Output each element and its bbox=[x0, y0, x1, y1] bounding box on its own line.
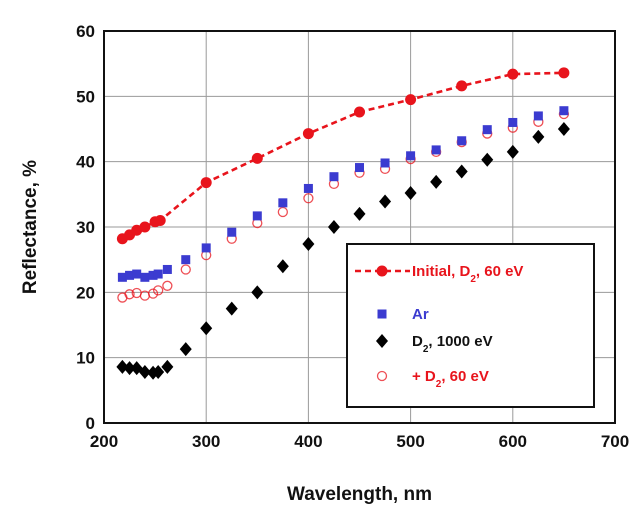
data-point-d2_1000 bbox=[251, 285, 264, 300]
data-point-d2_60 bbox=[162, 280, 173, 291]
data-point-ar bbox=[380, 158, 390, 168]
data-point-initial bbox=[154, 214, 166, 226]
data-point-initial bbox=[200, 177, 212, 189]
y-tick-label: 50 bbox=[76, 87, 95, 106]
legend-label: D2, 1000 eV bbox=[412, 333, 493, 355]
data-point-initial bbox=[405, 94, 417, 106]
y-tick-label: 30 bbox=[76, 218, 95, 237]
data-point-ar bbox=[201, 243, 211, 253]
data-point-ar bbox=[457, 136, 467, 146]
y-tick-label: 60 bbox=[76, 22, 95, 41]
series-initial bbox=[116, 67, 570, 245]
data-point-d2_60 bbox=[124, 289, 135, 300]
series-ar bbox=[117, 106, 569, 282]
plot-frame bbox=[103, 30, 616, 424]
data-point-d2_1000 bbox=[179, 342, 192, 357]
data-point-d2_60 bbox=[147, 288, 159, 299]
legend-box bbox=[346, 243, 595, 408]
y-tick-label: 10 bbox=[76, 349, 95, 368]
data-point-ar bbox=[533, 111, 543, 121]
data-point-ar bbox=[125, 270, 135, 280]
data-point-ar bbox=[140, 272, 150, 282]
data-point-d2_60 bbox=[153, 285, 164, 296]
x-tick-label: 400 bbox=[294, 432, 322, 451]
tick-labels: 200 300 400 500 600 700 0 10 20 30 40 50 60 bbox=[76, 22, 629, 451]
data-point-ar bbox=[252, 211, 262, 221]
data-point-ar bbox=[508, 117, 518, 127]
x-tick-label: 500 bbox=[396, 432, 424, 451]
data-point-initial bbox=[302, 128, 314, 140]
data-point-d2_1000 bbox=[225, 301, 238, 316]
data-point-d2_1000 bbox=[455, 164, 468, 179]
data-point-d2_1000 bbox=[379, 194, 392, 209]
data-point-d2_1000 bbox=[557, 122, 570, 136]
x-tick-label: 700 bbox=[601, 432, 629, 451]
y-axis-label: Reflectance, % bbox=[20, 160, 41, 294]
data-point-d2_1000 bbox=[353, 206, 366, 221]
legend-marker bbox=[376, 334, 388, 348]
data-point-d2_1000 bbox=[532, 129, 545, 144]
data-point-ar bbox=[559, 106, 569, 116]
series-layer bbox=[116, 67, 570, 380]
data-point-initial bbox=[507, 68, 519, 80]
data-point-d2_1000 bbox=[138, 365, 151, 380]
series-d2_1000 bbox=[116, 122, 570, 380]
series-line-initial bbox=[121, 71, 564, 240]
x-tick-label: 300 bbox=[192, 432, 220, 451]
data-point-initial bbox=[139, 221, 151, 233]
data-point-d2_1000 bbox=[481, 152, 494, 167]
legend-item-initial: Initial, D2, 60 eV bbox=[355, 263, 523, 285]
legend-item-d2_1000: D2, 1000 eV bbox=[376, 333, 493, 355]
data-point-ar bbox=[329, 172, 339, 182]
data-point-d2_1000 bbox=[161, 359, 174, 374]
data-point-d2_60 bbox=[303, 193, 314, 204]
data-point-ar bbox=[355, 163, 364, 173]
data-point-ar bbox=[162, 264, 172, 274]
data-point-ar bbox=[132, 269, 142, 279]
x-axis-label: Wavelength, nm bbox=[287, 484, 432, 505]
data-point-ar bbox=[431, 145, 441, 155]
data-point-d2_1000 bbox=[302, 236, 315, 251]
data-point-ar bbox=[303, 183, 313, 193]
legend-marker bbox=[376, 265, 388, 277]
y-tick-label: 40 bbox=[76, 153, 95, 172]
data-point-initial bbox=[456, 80, 468, 92]
data-point-d2_1000 bbox=[123, 361, 136, 376]
data-point-ar bbox=[148, 270, 158, 280]
data-point-d2_1000 bbox=[152, 365, 165, 380]
data-point-initial bbox=[558, 67, 570, 79]
legend-marker bbox=[376, 370, 388, 382]
data-point-d2_1000 bbox=[506, 144, 519, 159]
x-tick-label: 600 bbox=[499, 432, 527, 451]
data-point-d2_1000 bbox=[327, 220, 340, 234]
data-point-d2_1000 bbox=[200, 321, 213, 336]
data-point-ar bbox=[482, 125, 492, 135]
legend-item-d2_60: + D2, 60 eV bbox=[376, 368, 489, 390]
data-point-ar bbox=[406, 151, 416, 161]
data-point-initial bbox=[354, 106, 365, 118]
data-point-ar bbox=[181, 255, 191, 265]
data-point-ar bbox=[153, 269, 163, 279]
data-point-d2_60 bbox=[277, 206, 289, 218]
data-point-ar bbox=[227, 227, 237, 237]
data-point-d2_1000 bbox=[404, 186, 417, 201]
data-point-d2_1000 bbox=[276, 259, 289, 274]
legend-item-ar: Ar bbox=[377, 306, 429, 323]
data-point-d2_1000 bbox=[116, 359, 129, 374]
legend: Initial, D2, 60 eV Ar D2, 1000 eV + D2, 60 … bbox=[346, 243, 595, 408]
legend-label: + D2, 60 eV bbox=[412, 368, 489, 390]
y-tick-label: 0 bbox=[86, 414, 95, 433]
legend-marker bbox=[377, 309, 387, 319]
legend-label: Initial, D2, 60 eV bbox=[412, 263, 523, 285]
y-tick-label: 20 bbox=[76, 283, 95, 302]
data-point-initial bbox=[251, 152, 263, 164]
data-point-ar bbox=[278, 198, 288, 208]
legend-label: Ar bbox=[412, 306, 429, 323]
data-point-ar bbox=[117, 272, 127, 282]
data-point-d2_60 bbox=[180, 264, 191, 275]
x-tick-label: 200 bbox=[90, 432, 118, 451]
data-point-d2_1000 bbox=[430, 174, 443, 189]
